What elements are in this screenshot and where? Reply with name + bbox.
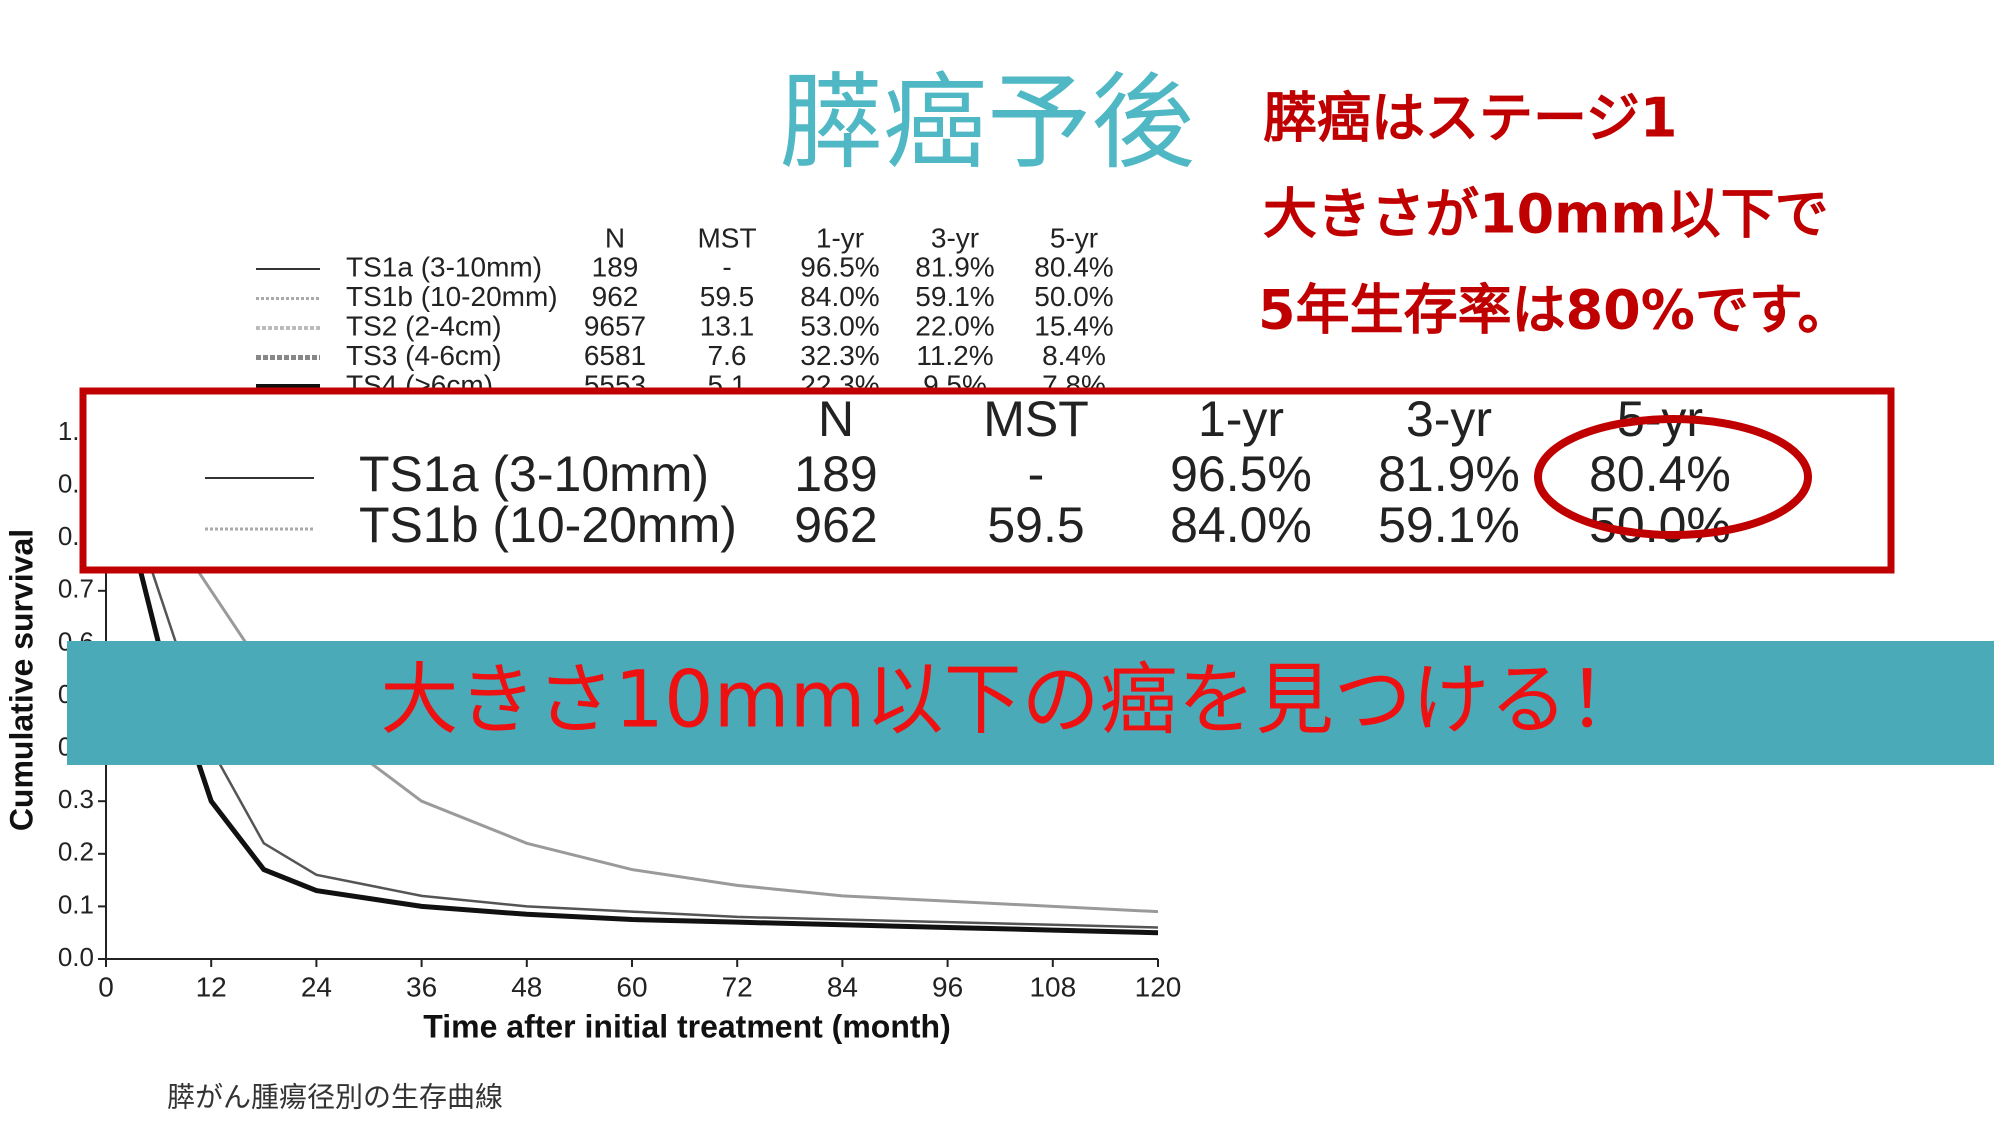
y-tick-label: 0.1 (58, 889, 94, 919)
cell: 22.0% (915, 310, 994, 341)
slide-title: 膵癌予後 (779, 61, 1195, 183)
table: N MST 1-yr 3-yr 5-yr TS1a (3-10mm) 189 - 96.5% 81… (256, 222, 1114, 400)
cell: 32.3% (800, 340, 879, 371)
survival-chart: 0.00.10.20.30.40.50.60.70.80.91.00122436… (3, 416, 1181, 1045)
cell: 189 (592, 251, 639, 282)
cell: - (1028, 446, 1045, 502)
cell: 59.5 (987, 497, 1084, 553)
x-tick-label: 108 (1029, 971, 1076, 1002)
column-header: N (605, 222, 625, 253)
y-axis-label: Cumulative survival (3, 529, 39, 831)
cell: 59.1% (1378, 497, 1520, 553)
cell: 50.0% (1034, 281, 1113, 312)
cell: 962 (794, 497, 877, 553)
column-header: 1-yr (1198, 391, 1284, 447)
cell: 53.0% (800, 310, 879, 341)
row-name: TS1a (3-10mm) (359, 446, 709, 502)
note: 大きさが10mm以下で (1263, 183, 1829, 246)
cell: 11.2% (916, 340, 993, 371)
x-tick-label: 72 (722, 971, 753, 1002)
cell: 80.4% (1034, 251, 1113, 282)
cell: 80.4% (1589, 446, 1731, 502)
x-tick-label: 0 (98, 971, 114, 1002)
x-tick-label: 24 (301, 971, 332, 1002)
y-tick-label: 0.7 (58, 574, 94, 604)
row-name: TS1b (10-20mm) (359, 497, 737, 553)
cell: 9657 (584, 310, 646, 341)
column-header: 1-yr (816, 222, 864, 253)
cell: 189 (794, 446, 877, 502)
cell: 59.1% (915, 281, 994, 312)
row-name: TS1a (3-10mm) (346, 251, 542, 282)
x-tick-label: 96 (932, 971, 963, 1002)
column-header: 3-yr (1406, 391, 1492, 447)
y-tick-label: 0.2 (58, 837, 94, 867)
column-header: 5-yr (1050, 222, 1098, 253)
x-tick-label: 48 (511, 971, 542, 1002)
column-header: MST (983, 391, 1089, 447)
cell: 15.4% (1034, 310, 1113, 341)
column-header: N (818, 391, 854, 447)
banner-text: 大きさ10mm以下の癌を見つける！ (380, 655, 1645, 745)
cell: - (722, 251, 731, 282)
cell: 81.9% (1378, 446, 1520, 502)
cell: 84.0% (1170, 497, 1312, 553)
note: 5年生存率は80%です。 (1258, 279, 1851, 342)
cell: 96.5% (1170, 446, 1312, 502)
survival-curve (103, 432, 1159, 936)
banner-bg (67, 641, 1994, 765)
cell: 59.5 (700, 281, 755, 312)
x-tick-label: 84 (827, 971, 858, 1002)
x-tick-label: 60 (616, 971, 647, 1002)
x-tick-label: 12 (196, 971, 227, 1002)
highlight-circle (1534, 415, 1812, 539)
note: 膵癌はステージ1 (1263, 87, 1678, 150)
cell: 7.6 (708, 340, 747, 371)
y-tick-label: 0.3 (58, 784, 94, 814)
cell: 6581 (584, 340, 646, 371)
cell: 81.9% (915, 251, 994, 282)
caption: 膵がん腫瘍径別の生存曲線 (167, 1081, 503, 1113)
row-name: TS1b (10-20mm) (346, 281, 558, 312)
row-name: TS3 (4-6cm) (346, 340, 502, 371)
row-name: TS2 (2-4cm) (346, 310, 502, 341)
survival-curve (104, 432, 1159, 914)
cell: 8.4% (1042, 340, 1106, 371)
x-tick-label: 120 (1135, 971, 1182, 1002)
x-tick-label: 36 (406, 971, 437, 1002)
cell: 96.5% (800, 251, 879, 282)
x-axis-label: Time after initial treatment (month) (423, 1008, 950, 1044)
cell: 962 (592, 281, 639, 312)
cell: 13.1 (700, 310, 755, 341)
zoom-box (79, 387, 1895, 574)
cell: 84.0% (800, 281, 879, 312)
column-header: MST (697, 222, 756, 253)
y-tick-label: 0.0 (58, 942, 94, 972)
column-header: 3-yr (931, 222, 979, 253)
